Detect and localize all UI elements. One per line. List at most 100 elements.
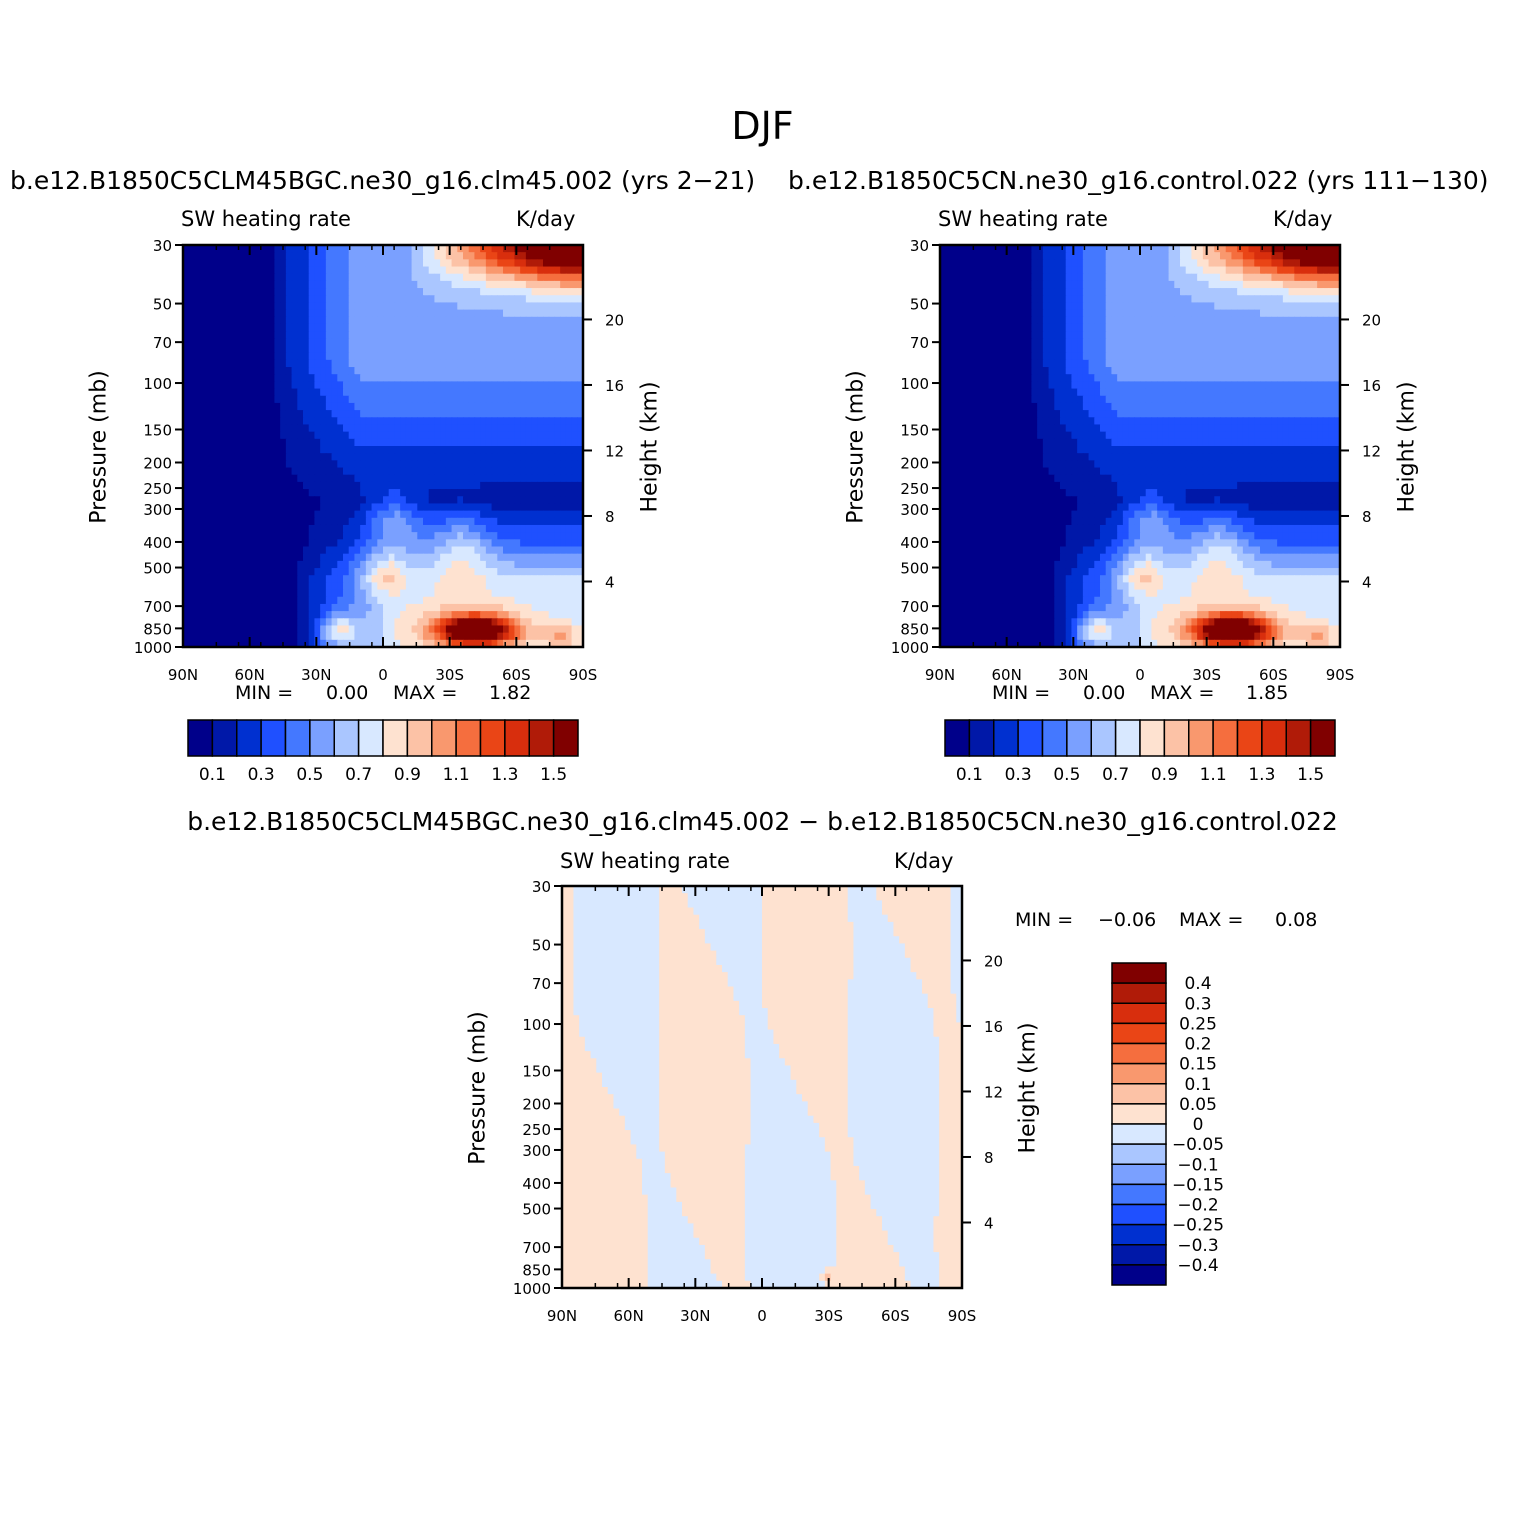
contour-cell	[1140, 323, 1147, 332]
contour-cell	[520, 388, 527, 397]
contour-cell	[183, 280, 190, 289]
contour-cell	[343, 489, 350, 497]
contour-cell	[991, 338, 998, 347]
contour-cell	[245, 632, 253, 641]
pressure-tick-label: 50	[153, 296, 172, 314]
contour-cell	[400, 323, 407, 332]
contour-cell	[514, 410, 521, 418]
contour-cell	[245, 596, 253, 605]
contour-cell	[211, 460, 218, 469]
contour-cell	[280, 582, 287, 591]
contour-cell	[348, 252, 356, 260]
contour-cell	[474, 517, 481, 526]
contour-cell	[234, 639, 241, 648]
contour-cell	[531, 302, 538, 311]
contour-cell	[343, 632, 350, 641]
contour-cell	[314, 438, 321, 447]
contour-cell	[354, 517, 361, 526]
contour-cell	[997, 266, 1004, 275]
contour-cell	[525, 259, 533, 268]
contour-cell	[514, 539, 521, 548]
contour-cell	[331, 524, 338, 533]
contour-cell	[957, 259, 964, 268]
contour-cell	[1111, 323, 1118, 332]
contour-cell	[400, 367, 407, 375]
contour-cell	[205, 331, 213, 339]
contour-cell	[365, 474, 373, 483]
contour-cell	[560, 603, 567, 612]
contour-cell	[223, 553, 230, 562]
contour-cell	[565, 603, 573, 612]
contour-cell	[1300, 316, 1307, 325]
contour-cell	[245, 295, 253, 304]
contour-cell	[240, 359, 247, 368]
contour-cell	[383, 367, 390, 375]
contour-cell	[337, 467, 344, 476]
contour-cell	[263, 410, 270, 418]
contour-cell	[577, 431, 584, 440]
contour-cell	[514, 245, 521, 253]
contour-cell	[428, 596, 436, 605]
contour-cell	[268, 338, 276, 347]
contour-cell	[1157, 331, 1164, 339]
contour-cell	[354, 295, 361, 304]
contour-cell	[445, 546, 453, 555]
contour-cell	[428, 589, 436, 598]
contour-cell	[268, 611, 276, 619]
contour-cell	[354, 280, 361, 289]
contour-cell	[205, 575, 213, 583]
contour-cell	[1225, 331, 1233, 339]
contour-cell	[1100, 288, 1107, 296]
contour-cell	[571, 259, 578, 268]
contour-cell	[1094, 252, 1101, 260]
contour-cell	[1008, 280, 1015, 289]
contour-cell	[343, 517, 350, 526]
contour-cell	[543, 453, 550, 461]
contour-cell	[1322, 323, 1330, 332]
contour-cell	[383, 359, 390, 368]
contour-cell	[474, 309, 481, 318]
contour-cell	[1254, 259, 1261, 268]
contour-cell	[537, 367, 544, 375]
contour-cell	[325, 481, 333, 490]
contour-cell	[577, 589, 584, 598]
contour-cell	[400, 266, 407, 275]
contour-cell	[1065, 295, 1073, 304]
contour-cell	[257, 481, 264, 490]
contour-cell	[1254, 331, 1261, 339]
contour-cell	[354, 589, 361, 598]
contour-cell	[548, 331, 556, 339]
contour-cell	[200, 295, 207, 304]
contour-cell	[571, 424, 578, 433]
contour-cell	[383, 532, 390, 540]
contour-cell	[491, 446, 498, 454]
contour-cell	[200, 524, 207, 533]
contour-cell	[451, 460, 458, 469]
contour-cell	[548, 632, 556, 641]
contour-cell	[480, 252, 487, 260]
contour-cell	[360, 625, 367, 634]
contour-cell	[940, 302, 947, 311]
contour-cell	[365, 510, 373, 519]
contour-cell	[360, 517, 367, 526]
contour-cell	[463, 245, 470, 253]
contour-cell	[200, 266, 207, 275]
contour-cell	[245, 524, 253, 533]
contour-cell	[405, 438, 413, 447]
contour-cell	[451, 345, 458, 354]
contour-cell	[571, 309, 578, 318]
contour-cell	[388, 295, 396, 304]
contour-cell	[991, 302, 998, 311]
contour-cell	[291, 302, 298, 311]
contour-cell	[377, 395, 384, 404]
contour-cell	[228, 245, 236, 253]
contour-cell	[951, 245, 958, 253]
contour-cell	[394, 323, 401, 332]
contour-cell	[577, 359, 584, 368]
contour-cell	[1077, 302, 1084, 311]
contour-cell	[1105, 288, 1113, 296]
contour-cell	[251, 460, 258, 469]
contour-cell	[1225, 266, 1233, 275]
contour-cell	[394, 589, 401, 598]
contour-cell	[1157, 309, 1164, 318]
